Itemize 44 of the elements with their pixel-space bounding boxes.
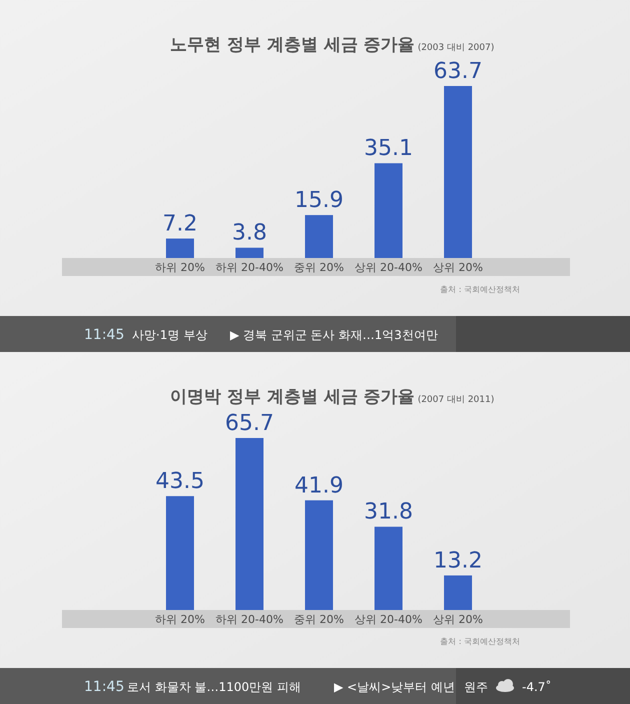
x-tick-label: 상위 20-40%	[354, 613, 422, 626]
bar	[236, 248, 264, 258]
data-label: 13.2	[434, 548, 482, 574]
x-tick-label: 하위 20-40%	[216, 613, 284, 626]
data-label: 43.5	[156, 469, 204, 494]
data-label: 41.9	[294, 473, 344, 498]
bar	[374, 163, 402, 258]
bar	[166, 238, 194, 258]
x-tick-label: 중위 20%	[294, 261, 344, 274]
chart-title: 이명박 정부 계층별 세금 증가율	[170, 387, 415, 407]
text: 원주	[464, 680, 488, 694]
bar	[236, 438, 264, 610]
data-label: 15.9	[294, 188, 344, 214]
text: ▶ 경북 군위군 돈사 화재…1억3천여만	[230, 328, 438, 342]
x-tick-label: 상위 20%	[433, 613, 483, 626]
data-label: 65.7	[225, 411, 274, 436]
bar	[444, 86, 472, 258]
x-tick-label: 중위 20%	[294, 613, 344, 626]
x-tick-label: 상위 20-40%	[354, 261, 422, 274]
data-label: 63.7	[434, 59, 482, 84]
bar	[305, 215, 333, 258]
text: 로서 화물차 불…1100만원 피해	[127, 680, 301, 694]
source-note: 출처 : 국회예산정책처	[440, 637, 520, 646]
data-label: 35.1	[364, 136, 413, 162]
bar	[374, 526, 402, 610]
text: ▶ <날씨>낮부터 예년	[334, 680, 455, 694]
bar	[166, 496, 194, 610]
bar	[444, 575, 472, 610]
data-label: 31.8	[364, 500, 413, 525]
x-tick-label: 하위 20-40%	[216, 261, 284, 274]
text: 11:45	[84, 327, 124, 343]
chart-subtitle: (2007 대비 2011)	[418, 395, 494, 405]
text: -4.7˚	[522, 680, 552, 694]
x-tick-label: 하위 20%	[155, 613, 205, 626]
data-label: 7.2	[162, 212, 198, 237]
source-note: 출처 : 국회예산정책처	[440, 285, 520, 294]
chart-subtitle: (2003 대비 2007)	[418, 43, 494, 53]
text: 사망·1명 부상	[132, 328, 208, 342]
x-tick-label: 하위 20%	[155, 261, 205, 274]
data-label: 3.8	[232, 220, 267, 246]
text: 11:45	[84, 679, 124, 695]
x-tick-label: 상위 20%	[433, 261, 483, 274]
chart-title: 노무현 정부 계층별 세금 증가율	[170, 35, 415, 55]
bar	[305, 500, 333, 610]
